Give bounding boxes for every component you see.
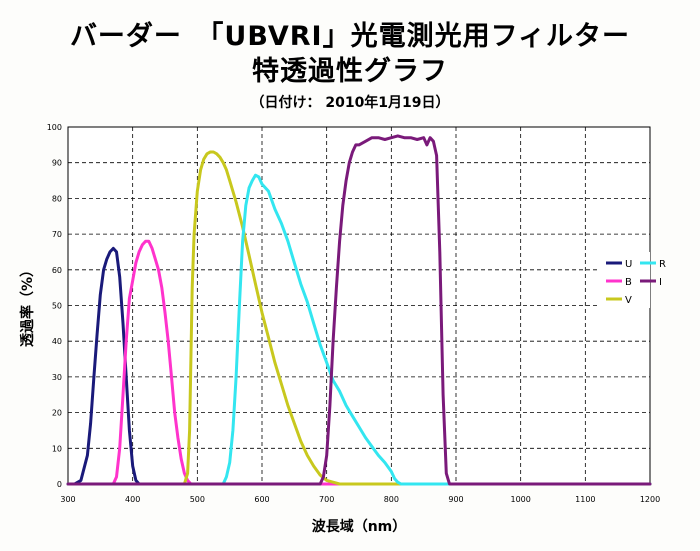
x-tick-label: 300 <box>60 495 75 504</box>
x-tick-label: 400 <box>125 495 140 504</box>
y-tick-label: 10 <box>52 444 62 453</box>
y-tick-label: 40 <box>52 337 62 346</box>
legend-label-I: I <box>659 277 662 288</box>
y-tick-labels: 0 10 20 30 40 50 60 70 80 90 100 <box>47 123 62 489</box>
legend-label-U: U <box>625 259 632 270</box>
y-tick-label: 20 <box>52 409 62 418</box>
y-tick-label: 0 <box>57 480 62 489</box>
y-tick-label: 100 <box>47 123 62 132</box>
y-tick-label: 50 <box>52 302 62 311</box>
x-tick-labels: 300 400 500 600 700 800 900 1000 1100 1200 <box>60 495 660 504</box>
chart-title: バーダー 「UBVRI」光電測光用フィルター <box>69 21 631 52</box>
x-tick-label: 1100 <box>575 495 595 504</box>
legend-label-R: R <box>659 259 666 270</box>
x-tick-label: 800 <box>384 495 399 504</box>
gridlines <box>68 127 650 484</box>
y-tick-label: 90 <box>52 159 62 168</box>
chart-subtitle: （日付け： 2010年1月19日） <box>250 95 450 111</box>
y-tick-label: 30 <box>52 373 62 382</box>
series-line-U <box>66 246 652 486</box>
x-axis-label: 波長域（nm） <box>312 518 407 535</box>
x-tick-label: 1200 <box>640 495 660 504</box>
x-tick-label: 700 <box>319 495 334 504</box>
x-tick-label: 1000 <box>510 495 530 504</box>
chart-title-line2: 特透過性グラフ <box>252 56 448 87</box>
y-tick-label: 70 <box>52 230 62 239</box>
legend-label-B: B <box>625 277 632 288</box>
x-tick-label: 900 <box>448 495 463 504</box>
legend-label-V: V <box>625 295 632 306</box>
series-line-V <box>66 150 652 486</box>
legend: U R B I V <box>600 252 666 308</box>
series-line-I <box>66 134 652 486</box>
x-tick-label: 500 <box>190 495 205 504</box>
series-line-R <box>66 173 652 486</box>
series-line-B <box>66 239 652 486</box>
y-tick-label: 80 <box>52 194 62 203</box>
series-lines <box>66 134 652 486</box>
x-tick-label: 600 <box>254 495 269 504</box>
y-axis-label: 透過率（%） <box>19 263 36 347</box>
y-tick-label: 60 <box>52 266 62 275</box>
